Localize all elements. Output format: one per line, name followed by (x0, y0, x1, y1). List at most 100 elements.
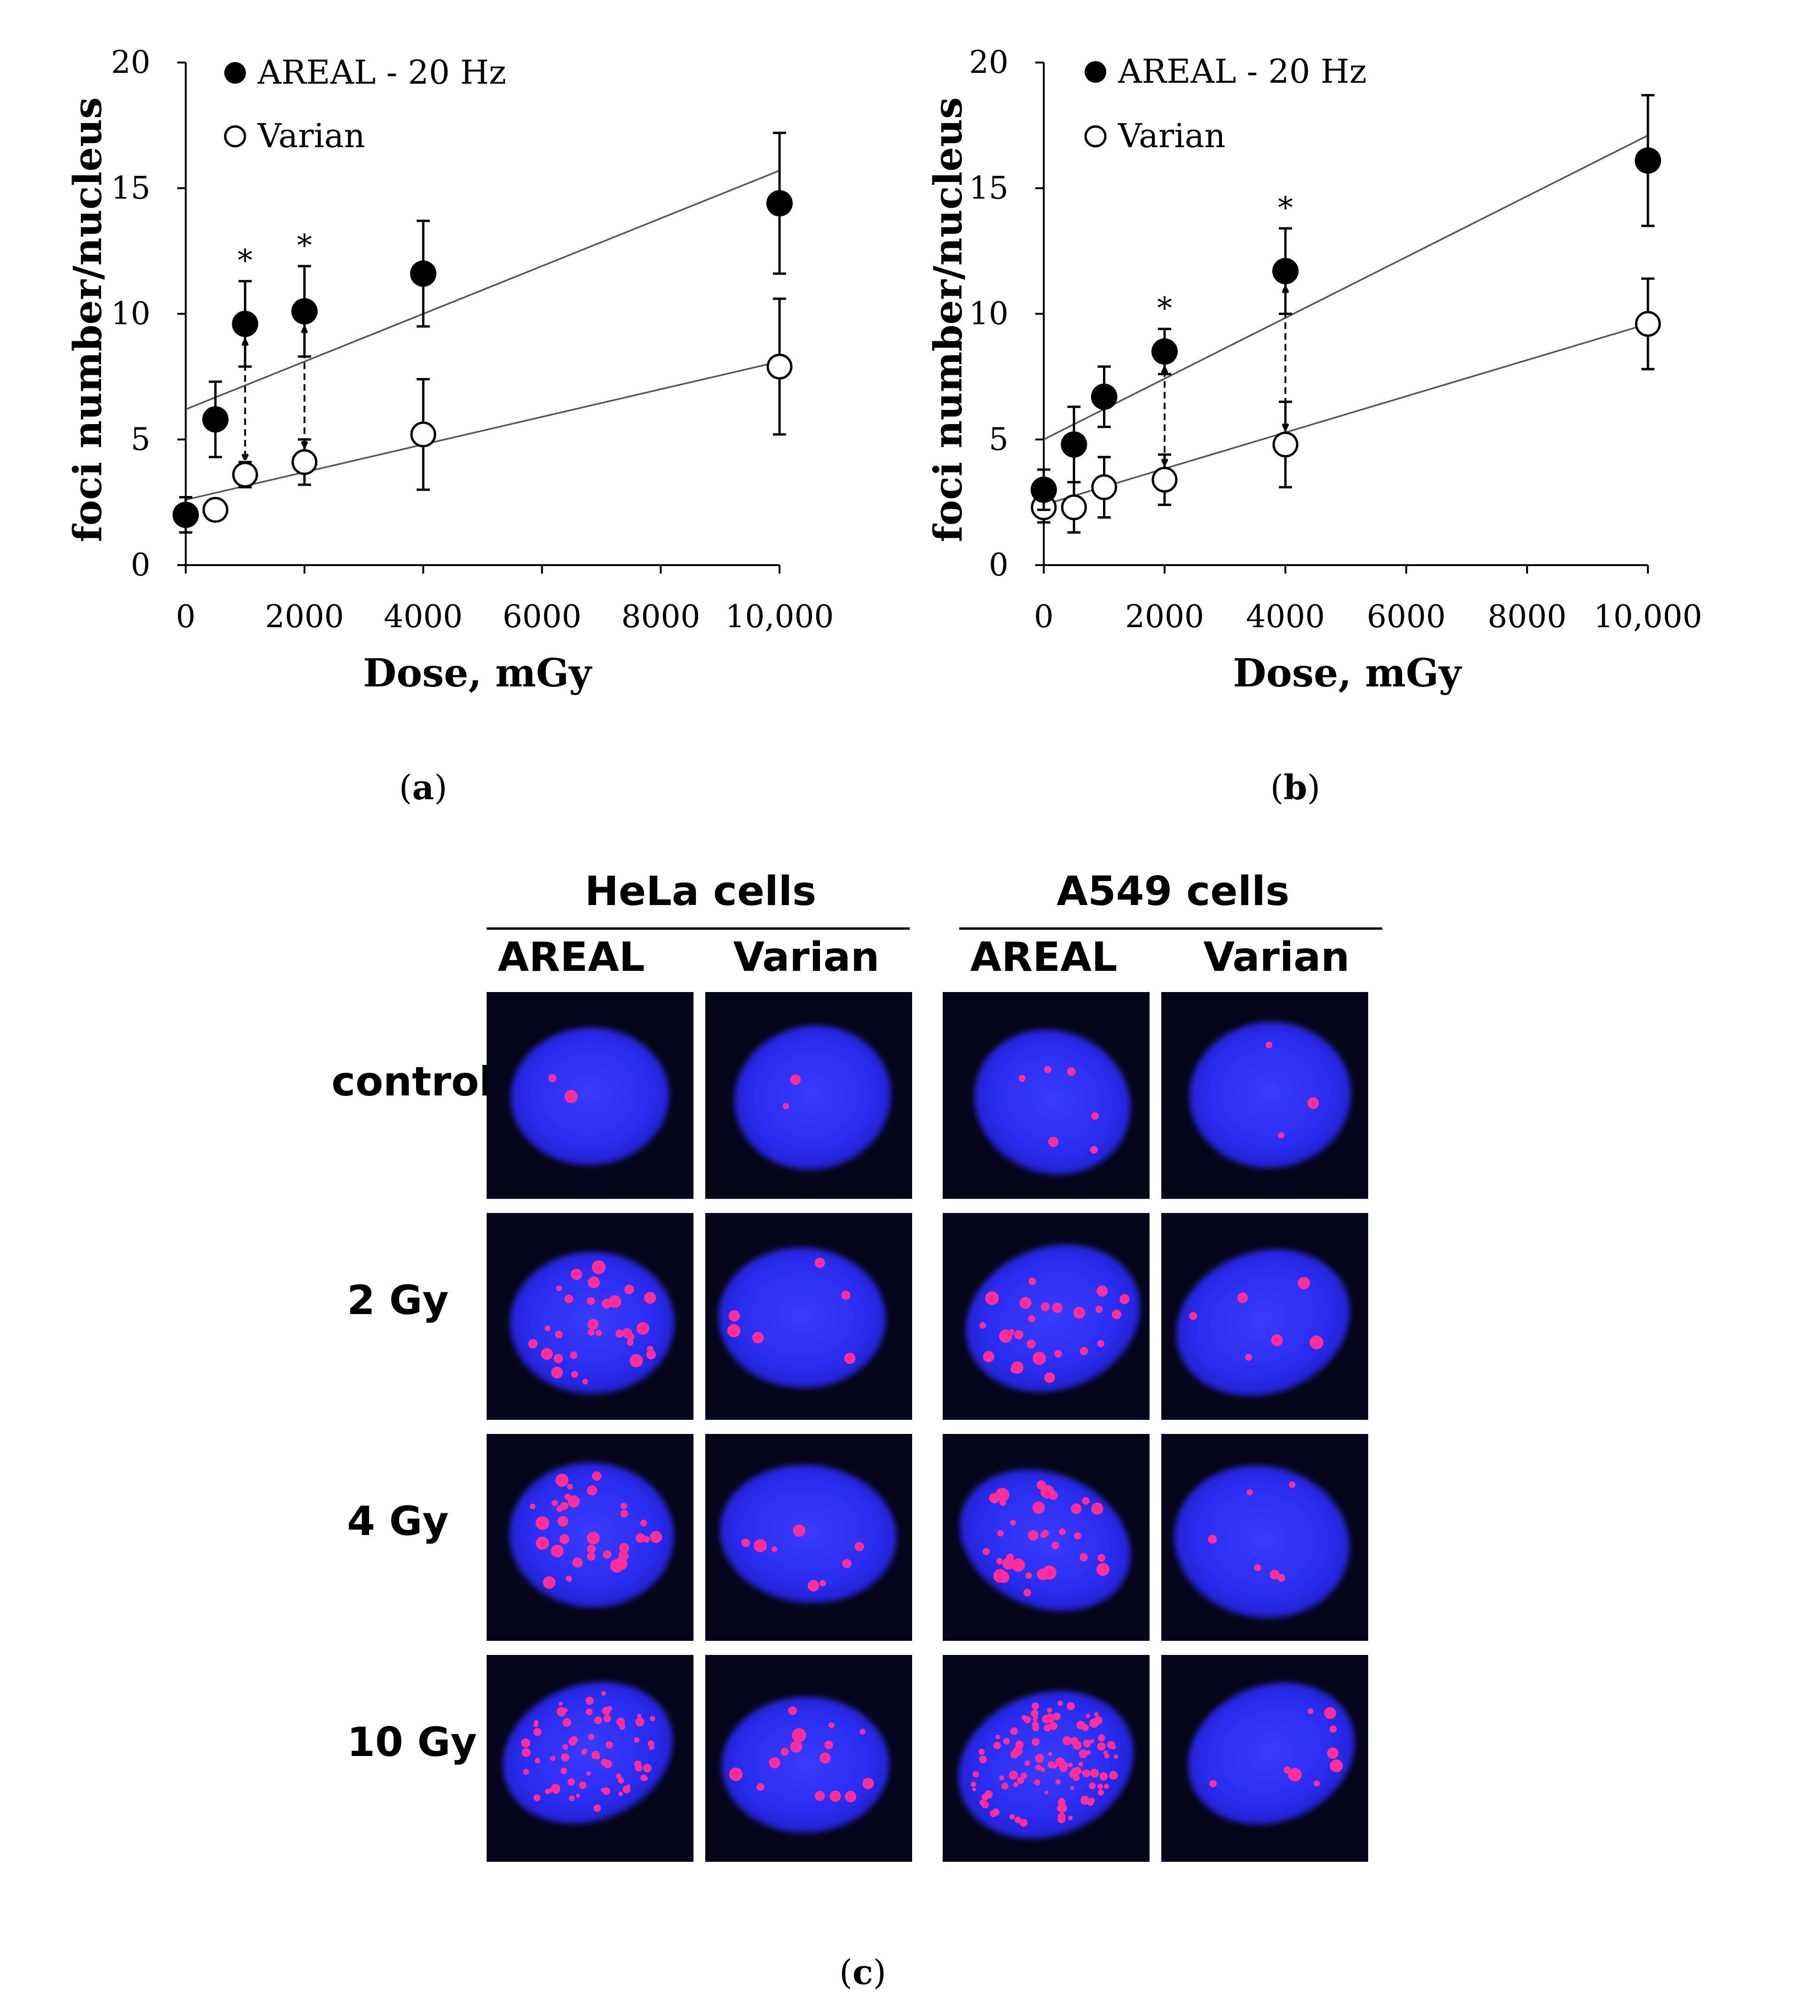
focus-dot (996, 1558, 1003, 1565)
focus-dot (621, 1503, 627, 1510)
focus-dot (1109, 1771, 1118, 1780)
column-header-varian: Varian (733, 934, 879, 981)
focus-dot (1097, 1554, 1105, 1562)
focus-dot (1044, 1372, 1055, 1383)
y-tick-label: 5 (131, 421, 150, 457)
focus-dot (995, 1734, 1000, 1740)
focus-dot (1074, 1532, 1081, 1540)
axes: 0 2000 4000 6000 8000 10,000 0 5 10 15 20 (111, 44, 834, 635)
focus-dot (588, 1734, 594, 1740)
data-point-areal (410, 260, 437, 287)
focus-dot (545, 1789, 551, 1795)
legend-label-areal: AREAL - 20 Hz (1118, 52, 1367, 91)
focus-dot (634, 1737, 640, 1743)
focus-dot (586, 1771, 591, 1776)
focus-dot (1110, 1744, 1116, 1750)
focus-dot (553, 1354, 563, 1363)
focus-dot (563, 1708, 568, 1713)
data-point-varian (410, 421, 436, 448)
micrograph-varian-10gy (1161, 1655, 1368, 1862)
focus-dot (1013, 1782, 1018, 1788)
y-tick-label: 0 (131, 547, 150, 583)
significance-star: * (297, 228, 312, 263)
focus-dot (617, 1556, 624, 1563)
focus-dot (792, 1728, 806, 1742)
focus-dot (602, 1787, 610, 1795)
focus-dot (1032, 1501, 1045, 1514)
focus-dot (1040, 1485, 1055, 1499)
focus-dot (564, 1090, 578, 1103)
legend-label-areal: AREAL - 20 Hz (257, 53, 506, 92)
focus-dot (1040, 1302, 1050, 1311)
focus-dot (993, 1569, 1007, 1583)
focus-dot (636, 1322, 649, 1335)
x-tick-label: 2000 (1125, 598, 1204, 635)
chart-panel-b: foci number/nucleus Dose, mGy AREAL - 20… (926, 44, 1702, 807)
focus-dot (1099, 1772, 1108, 1781)
focus-dot (1034, 1705, 1039, 1709)
focus-dot (1026, 1339, 1036, 1349)
focus-dot (1054, 1350, 1062, 1358)
focus-dot (1043, 1724, 1051, 1732)
micrograph-varian-4gy (705, 1434, 912, 1641)
focus-dot (1096, 1285, 1108, 1297)
focus-dot (1024, 1716, 1031, 1724)
focus-dot (1001, 1782, 1008, 1790)
focus-dot (1019, 1297, 1032, 1309)
focus-dot (1051, 1542, 1059, 1550)
focus-dot (1048, 1752, 1052, 1756)
focus-dot (536, 1536, 549, 1550)
focus-dot (1011, 1558, 1025, 1572)
focus-dot (644, 1776, 648, 1781)
focus-dot (1020, 1772, 1027, 1779)
micrograph-varian-control (1161, 992, 1368, 1199)
focus-dot (521, 1748, 531, 1757)
focus-dot (571, 1370, 578, 1378)
focus-dot (727, 1324, 741, 1338)
focus-dot (1071, 1503, 1082, 1514)
focus-dot (1053, 1712, 1061, 1720)
focus-dot (640, 1520, 647, 1527)
y-tick-label: 5 (989, 421, 1008, 457)
focus-dot (841, 1291, 851, 1300)
focus-dot (533, 1722, 539, 1727)
focus-dot (989, 1493, 1000, 1504)
focus-dot (587, 1329, 595, 1336)
y-tick-label: 15 (111, 170, 150, 206)
data-point-varian (1272, 431, 1299, 457)
focus-dot (606, 1761, 612, 1767)
focus-dot (1070, 1737, 1079, 1745)
focus-dot (1006, 1553, 1014, 1562)
focus-dot (570, 1736, 578, 1744)
focus-dot (1098, 1734, 1105, 1742)
focus-dot (572, 1557, 583, 1568)
focus-dot (1042, 1529, 1049, 1537)
data-point-varian (292, 449, 318, 475)
focus-dot (1019, 1819, 1028, 1827)
panel-label-b: (b) (1270, 767, 1321, 807)
focus-dot (571, 1268, 582, 1280)
legend-marker-filled (224, 62, 246, 84)
micrograph-areal-10gy (487, 1655, 693, 1862)
focus-dot (1307, 1097, 1319, 1109)
focus-dot (624, 1284, 634, 1294)
focus-dot (560, 1502, 568, 1510)
focus-dot (1289, 1481, 1296, 1488)
focus-dot (978, 1748, 985, 1755)
trend-line-areal (1043, 134, 1648, 441)
focus-dot (602, 1707, 611, 1715)
focus-dot (1058, 1797, 1064, 1803)
focus-dot (985, 1291, 999, 1305)
focus-dot (603, 1550, 612, 1559)
focus-dot (729, 1767, 743, 1781)
focus-dot (606, 1741, 613, 1749)
focus-dot (595, 1330, 602, 1336)
data-point-varian (766, 354, 793, 380)
focus-dot (1097, 1789, 1104, 1796)
focus-dot (587, 1297, 595, 1305)
micrograph-varian-4gy (1161, 1434, 1368, 1641)
focus-dot (793, 1524, 805, 1537)
focus-dot (754, 1539, 767, 1552)
micrograph-areal-10gy (943, 1655, 1150, 1862)
focus-dot (618, 1791, 623, 1796)
